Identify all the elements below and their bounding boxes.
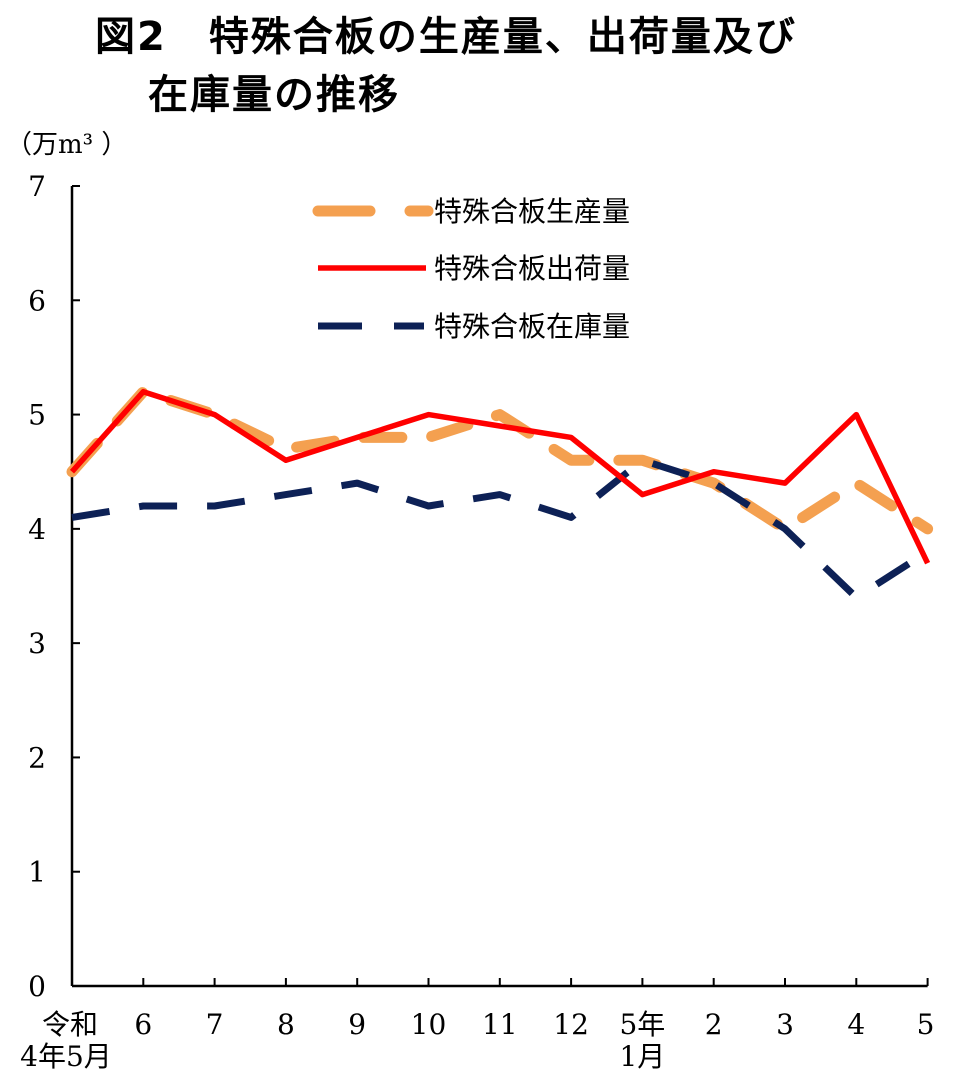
chart-title-line1: 図2 特殊合板の生産量、出荷量及び xyxy=(95,14,797,60)
y-tick-label: 7 xyxy=(28,170,46,203)
x-tick-label: 7 xyxy=(206,1008,224,1041)
y-tick-label: 5 xyxy=(28,399,46,432)
y-tick-label: 6 xyxy=(28,284,46,317)
legend-label: 特殊合板在庫量 xyxy=(434,310,630,343)
chart-title-line2: 在庫量の推移 xyxy=(148,72,400,118)
series-line-1 xyxy=(66,386,934,535)
y-tick-label: 2 xyxy=(28,741,46,774)
x-tick-label: 2 xyxy=(705,1008,723,1041)
x-tick-label: 9 xyxy=(348,1008,366,1041)
y-axis-unit: （万m³ ） xyxy=(6,130,128,160)
x-tick-label: 11 xyxy=(482,1008,518,1041)
x-tick-label: 12 xyxy=(553,1008,589,1041)
x-tick-label: 6 xyxy=(134,1008,152,1041)
x-tick-label: 令和 4年5月 xyxy=(20,1008,112,1073)
y-tick-label: 3 xyxy=(28,627,46,660)
x-tick-label: 4 xyxy=(847,1008,865,1041)
series-line-3 xyxy=(71,456,930,601)
x-tick-label: 10 xyxy=(411,1008,447,1041)
x-tick-label: 8 xyxy=(277,1008,295,1041)
y-tick-label: 4 xyxy=(28,513,46,546)
series-line-2 xyxy=(69,388,931,565)
x-tick-label: 5年 1月 xyxy=(619,1008,665,1073)
x-tick-label: 5 xyxy=(917,1008,935,1041)
legend-label: 特殊合板出荷量 xyxy=(434,252,630,285)
legend-label: 特殊合板生産量 xyxy=(434,195,630,228)
x-tick-label: 3 xyxy=(776,1008,794,1041)
y-tick-label: 0 xyxy=(28,970,46,1003)
y-tick-label: 1 xyxy=(28,856,46,889)
